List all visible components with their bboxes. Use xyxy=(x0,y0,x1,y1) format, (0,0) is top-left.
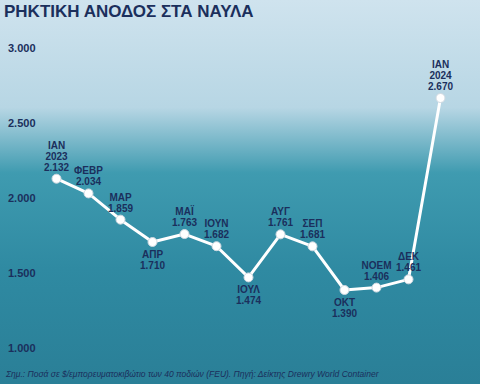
svg-text:ΜΑΪ1.763: ΜΑΪ1.763 xyxy=(172,205,197,228)
svg-text:ΔΕΚ1.461: ΔΕΚ1.461 xyxy=(396,251,421,273)
html-text:Σημ.: Ποσά σε $/εμπορευματοκιβ: Σημ.: Ποσά σε $/εμπορευματοκιβώτιο των 4… xyxy=(6,369,379,379)
svg-text:ΙΟΥΛ1.474: ΙΟΥΛ1.474 xyxy=(236,284,261,306)
html-text:ΡΗΚΤΙΚΗ ΑΝΟΔΟΣ ΣΤΑ ΝΑΥΛΑ: ΡΗΚΤΙΚΗ ΑΝΟΔΟΣ ΣΤΑ ΝΑΥΛΑ xyxy=(4,2,254,21)
svg-text:ΙΑΝ20232.132: ΙΑΝ20232.132 xyxy=(44,140,69,173)
svg-text:ΦΕΒΡ2.034: ΦΕΒΡ2.034 xyxy=(74,165,103,187)
svg-text:2.500: 2.500 xyxy=(8,117,36,129)
svg-text:ΜΑΡ1.859: ΜΑΡ1.859 xyxy=(108,192,133,214)
svg-text:1.500: 1.500 xyxy=(8,267,36,279)
svg-text:3.000: 3.000 xyxy=(8,42,36,54)
svg-text:ΣΕΠ1.681: ΣΕΠ1.681 xyxy=(300,218,325,240)
svg-text:ΑΠΡ1.710: ΑΠΡ1.710 xyxy=(140,249,165,271)
svg-text:ΑΥΓ1.761: ΑΥΓ1.761 xyxy=(268,206,293,228)
svg-text:2.000: 2.000 xyxy=(8,192,36,204)
svg-text:ΙΟΥΝ1.682: ΙΟΥΝ1.682 xyxy=(204,218,229,240)
svg-text:ΙΑΝ20242.670: ΙΑΝ20242.670 xyxy=(428,59,453,92)
svg-text:1.000: 1.000 xyxy=(8,342,36,354)
svg-text:ΝΟΕΜ1.406: ΝΟΕΜ1.406 xyxy=(362,260,392,282)
svg-text:ΟΚΤ1.390: ΟΚΤ1.390 xyxy=(332,297,357,319)
